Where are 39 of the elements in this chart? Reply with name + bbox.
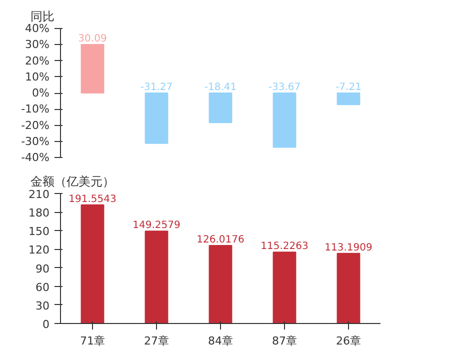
bar <box>208 244 232 324</box>
y-axis-title: 同比 <box>30 10 54 24</box>
x-tick-label: 26章 <box>336 334 361 348</box>
y-tick-label: -40% <box>21 151 50 164</box>
x-tick-label: 87章 <box>272 334 297 348</box>
y-tick-label: 150 <box>28 225 50 238</box>
data-label: 113.1909 <box>324 242 372 254</box>
bar <box>272 252 296 324</box>
y-tick-label: 120 <box>28 244 50 257</box>
y-tick-label: 20% <box>25 54 50 68</box>
y-tick-label: 10% <box>25 70 50 84</box>
y-axis-title: 金额（亿美元） <box>30 174 114 188</box>
y-tick-label: 0% <box>32 86 50 100</box>
y-tick-label: 180 <box>28 206 50 220</box>
bar <box>80 204 104 324</box>
data-label: 126.0176 <box>196 234 244 246</box>
y-tick-label: 30 <box>36 299 50 312</box>
x-tick-label: 84章 <box>208 334 233 348</box>
data-label: -31.27 <box>140 82 173 93</box>
y-tick-label: 90 <box>36 262 50 276</box>
y-tick-label: 210 <box>28 188 50 201</box>
data-label: 191.5543 <box>68 194 116 205</box>
data-label: -18.41 <box>204 82 237 93</box>
data-label: 30.09 <box>78 33 107 44</box>
y-tick-label: 60 <box>36 280 50 294</box>
bar <box>144 230 168 324</box>
bar <box>336 252 360 324</box>
data-label: 149.2579 <box>132 220 180 232</box>
data-label: 115.2263 <box>260 241 308 252</box>
x-tick-label: 27章 <box>144 334 169 348</box>
y-tick-label: 30% <box>25 38 50 52</box>
data-label: -7.21 <box>336 82 362 93</box>
data-label: -33.67 <box>268 82 301 93</box>
y-tick-label: -30% <box>21 134 50 148</box>
y-tick-label: -10% <box>21 102 50 116</box>
y-tick-label: -20% <box>21 118 50 132</box>
x-tick-label: 71章 <box>80 334 105 348</box>
y-tick-label: 0 <box>42 318 50 331</box>
y-tick-label: 40% <box>25 22 50 35</box>
